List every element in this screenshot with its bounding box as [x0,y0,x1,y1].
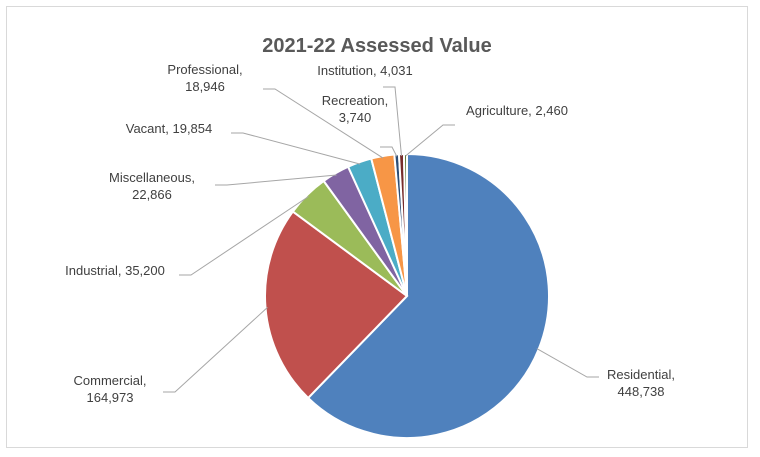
data-label-industrial: Industrial, 35,200 [65,263,165,278]
data-label-recreation: Recreation, 3,740 [322,93,388,125]
data-label-agriculture: Agriculture, 2,460 [466,103,568,118]
pie-slice-agriculture [402,152,408,297]
data-label-professional: Professional, 18,946 [167,62,242,94]
pie-chart: 2021-22 Assessed Value Residential, 448,7… [65,35,675,439]
data-label-vacant: Vacant, 19,854 [126,121,213,136]
leader-lines [163,86,599,393]
leader-line-vacant [231,132,361,165]
leader-line-commercial [163,307,268,393]
pie-slices [264,152,550,439]
leader-line-miscellaneous [215,174,337,186]
pie-slice-commercial [264,210,409,400]
data-label-miscellaneous: Miscellaneous, 22,866 [109,170,195,202]
data-label-residential: Residential, 448,738 [607,367,675,399]
data-label-commercial: Commercial, 164,973 [74,373,147,405]
leader-line-industrial [179,196,309,276]
chart-title: 2021-22 Assessed Value [262,35,491,57]
leader-line-agriculture [405,124,455,157]
data-labels: Residential, 448,738 Commercial, 164,973 Ind… [65,62,675,405]
leader-line-professional [263,88,384,159]
data-label-institution: Institution, 4,031 [317,63,412,78]
leader-line-recreation [380,146,398,157]
leader-line-residential [536,348,599,378]
leader-line-institution [383,86,402,157]
chart-area: 2021-22 Assessed Value Residential, 448,7… [6,6,748,448]
